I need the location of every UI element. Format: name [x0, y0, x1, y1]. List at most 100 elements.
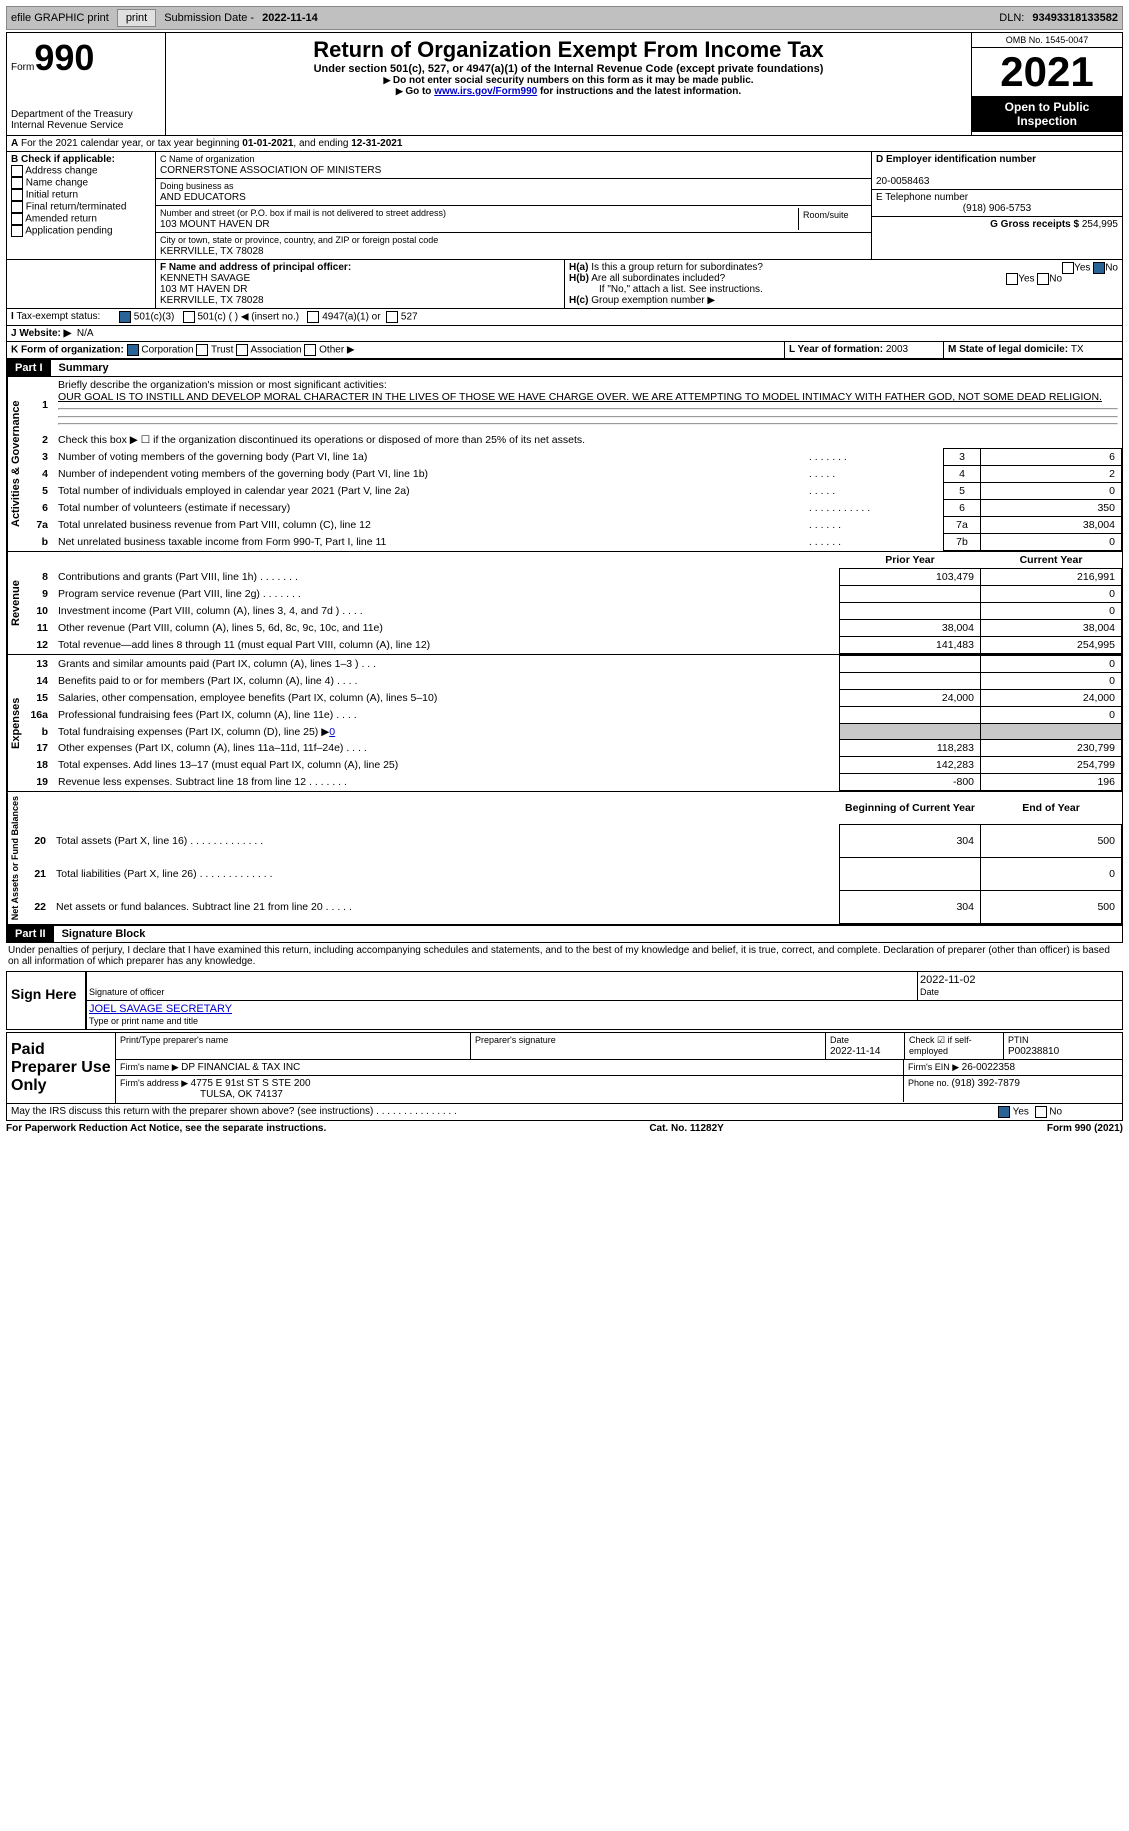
chk-hb-yes[interactable]: [1006, 273, 1018, 285]
p11: 38,004: [840, 620, 981, 637]
b-label: B Check if applicable:: [11, 154, 115, 165]
chk-final-return[interactable]: [11, 201, 23, 213]
ptin: P00238810: [1008, 1046, 1059, 1057]
c8: 216,991: [981, 569, 1122, 586]
sig-date: 2022-11-02: [920, 974, 975, 986]
c11: 38,004: [981, 620, 1122, 637]
c17: 230,799: [981, 740, 1122, 757]
chk-amended-return[interactable]: [11, 213, 23, 225]
chk-other[interactable]: [304, 344, 316, 356]
may-irs-discuss: May the IRS discuss this return with the…: [6, 1104, 1123, 1121]
print-button[interactable]: print: [117, 9, 156, 27]
state-domicile: TX: [1071, 344, 1084, 355]
page-footer: For Paperwork Reduction Act Notice, see …: [6, 1123, 1123, 1134]
c19: 196: [981, 774, 1122, 791]
dln-value: 93493318133582: [1032, 12, 1118, 24]
c20: 500: [981, 824, 1122, 857]
form-title: Return of Organization Exempt From Incom…: [170, 37, 967, 63]
p19: -800: [840, 774, 981, 791]
chk-discuss-no[interactable]: [1035, 1106, 1047, 1118]
p18: 142,283: [840, 757, 981, 774]
v7a: 38,004: [981, 517, 1122, 534]
ein: 20-0058463: [876, 176, 929, 187]
v16b[interactable]: 0: [329, 726, 335, 738]
line-a: A For the 2021 calendar year, or tax yea…: [6, 136, 1123, 152]
chk-name-change[interactable]: [11, 177, 23, 189]
efile-label: efile GRAPHIC print: [11, 12, 109, 24]
website: N/A: [77, 328, 94, 339]
dba: AND EDUCATORS: [160, 192, 246, 203]
c22: 500: [981, 891, 1122, 924]
p8: 103,479: [840, 569, 981, 586]
chk-assoc[interactable]: [236, 344, 248, 356]
chk-501c3[interactable]: [119, 311, 131, 323]
chk-address-change[interactable]: [11, 165, 23, 177]
chk-501c[interactable]: [183, 311, 195, 323]
c16a: 0: [981, 707, 1122, 724]
c9: 0: [981, 586, 1122, 603]
prep-date: 2022-11-14: [830, 1046, 880, 1057]
chk-application-pending[interactable]: [11, 225, 23, 237]
subtitle-2: Do not enter social security numbers on …: [170, 75, 967, 86]
vlabel-na: Net Assets or Fund Balances: [7, 792, 22, 924]
paid-preparer-block: Paid Preparer Use Only Print/Type prepar…: [6, 1032, 1123, 1104]
c13: 0: [981, 656, 1122, 673]
c12: 254,995: [981, 637, 1122, 654]
line-klm: K Form of organization: Corporation Trus…: [6, 342, 1123, 359]
v6: 350: [981, 500, 1122, 517]
expenses-section: Expenses 13Grants and similar amounts pa…: [6, 655, 1123, 792]
p20: 304: [840, 824, 981, 857]
declaration: Under penalties of perjury, I declare th…: [6, 943, 1123, 969]
top-bar: efile GRAPHIC print print Submission Dat…: [6, 6, 1123, 30]
chk-hb-no[interactable]: [1037, 273, 1049, 285]
form-number: 990: [34, 37, 94, 78]
v4: 2: [981, 466, 1122, 483]
chk-initial-return[interactable]: [11, 189, 23, 201]
firm-address: 4775 E 91st ST S STE 200: [191, 1078, 311, 1089]
subtitle-3: Go to www.irs.gov/Form990 for instructio…: [170, 86, 967, 97]
omb-number: OMB No. 1545-0047: [972, 33, 1122, 48]
chk-527[interactable]: [386, 311, 398, 323]
chk-4947[interactable]: [307, 311, 319, 323]
irs-link[interactable]: www.irs.gov/Form990: [434, 86, 537, 97]
form-header: Form990 Department of the Treasury Inter…: [6, 32, 1123, 136]
c14: 0: [981, 673, 1122, 690]
v3: 6: [981, 449, 1122, 466]
p15: 24,000: [840, 690, 981, 707]
paid-preparer-label: Paid Preparer Use Only: [7, 1033, 115, 1103]
line-j: J Website: ▶ N/A: [6, 326, 1123, 342]
vlabel-ag: Activities & Governance: [7, 377, 24, 551]
year-formation: 2003: [886, 344, 908, 355]
p17: 118,283: [840, 740, 981, 757]
v7b: 0: [981, 534, 1122, 551]
revenue-section: Revenue Prior YearCurrent Year 8Contribu…: [6, 552, 1123, 655]
vlabel-rev: Revenue: [7, 552, 24, 654]
chk-trust[interactable]: [196, 344, 208, 356]
sign-here-block: Sign Here Signature of officer2022-11-02…: [6, 971, 1123, 1030]
phone: (918) 906-5753: [876, 203, 1118, 214]
city-state-zip: KERRVILLE, TX 78028: [160, 246, 264, 257]
firm-ein: 26-0022358: [962, 1062, 1015, 1073]
section-bcdefg: B Check if applicable: Address change Na…: [6, 152, 1123, 260]
c21: 0: [981, 857, 1122, 890]
subtitle-1: Under section 501(c), 527, or 4947(a)(1)…: [170, 63, 967, 75]
sign-here-label: Sign Here: [7, 972, 85, 1029]
form-word: Form: [11, 62, 34, 73]
org-name: CORNERSTONE ASSOCIATION OF MINISTERS: [160, 165, 381, 176]
tax-year: 2021: [972, 48, 1122, 96]
submission-date-label: Submission Date -: [164, 12, 254, 24]
chk-discuss-yes[interactable]: [998, 1106, 1010, 1118]
chk-corp[interactable]: [127, 344, 139, 356]
open-to-public: Open to Public Inspection: [972, 96, 1122, 132]
p22: 304: [840, 891, 981, 924]
vlabel-exp: Expenses: [7, 655, 24, 791]
line-i: I Tax-exempt status: 501(c)(3) 501(c) ( …: [6, 309, 1123, 326]
v5: 0: [981, 483, 1122, 500]
firm-name: DP FINANCIAL & TAX INC: [181, 1062, 300, 1073]
mission-statement: OUR GOAL IS TO INSTILL AND DEVELOP MORAL…: [58, 391, 1102, 403]
firm-phone: (918) 392-7879: [952, 1078, 1020, 1089]
chk-ha-no[interactable]: [1093, 262, 1105, 274]
signer-name[interactable]: JOEL SAVAGE SECRETARY: [89, 1003, 232, 1015]
chk-ha-yes[interactable]: [1062, 262, 1074, 274]
c10: 0: [981, 603, 1122, 620]
